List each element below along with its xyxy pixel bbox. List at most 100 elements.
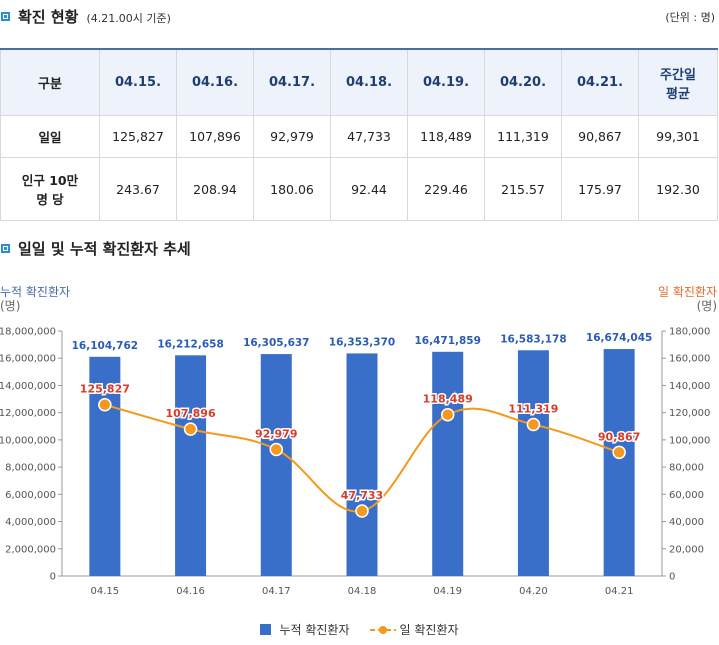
bar-value-label: 16,583,178 xyxy=(500,333,566,345)
header-cell: 구분 xyxy=(0,48,100,116)
header-cell: 04.17. xyxy=(253,48,331,116)
left-tick-label: 0 xyxy=(50,572,56,583)
daily-point xyxy=(355,504,369,518)
row-label-line: 명 당 xyxy=(36,192,64,207)
right-tick-label: 60,000 xyxy=(669,490,704,501)
section-header-status: 확진 현황 (4.21.00시 기준) xyxy=(0,6,171,27)
bar-value-label: 16,212,658 xyxy=(157,338,223,350)
table-cell: 180.06 xyxy=(253,157,331,221)
bar-cumulative xyxy=(517,350,549,576)
chart-legend: 누적 확진환자 일 확진환자 xyxy=(0,621,719,638)
row-label: 일일 xyxy=(0,115,100,158)
daily-value-label: 92,979 xyxy=(255,427,297,440)
table-row-per-100k: 인구 10만 명 당 243.67 208.94 180.06 92.44 22… xyxy=(0,157,718,221)
left-tick-label: 8,000,000 xyxy=(5,463,56,474)
daily-value-label: 90,867 xyxy=(598,430,640,443)
left-tick-label: 2,000,000 xyxy=(5,544,56,555)
x-tick-label: 04.21 xyxy=(605,586,634,597)
right-tick-label: 180,000 xyxy=(669,327,710,338)
table-header-row: 구분 04.15. 04.16. 04.17. 04.18. 04.19. 04… xyxy=(0,48,718,116)
table-cell: 243.67 xyxy=(99,157,177,221)
daily-point xyxy=(612,445,626,460)
x-tick-label: 04.16 xyxy=(176,586,205,597)
table-row-daily: 일일 125,827 107,896 92,979 47,733 118,489… xyxy=(0,115,718,158)
legend-label: 일 확진환자 xyxy=(399,623,459,637)
daily-value-label: 111,319 xyxy=(508,402,558,415)
left-axis-title: 누적 확진환자 (명) xyxy=(0,285,70,313)
header-line: 평균 xyxy=(666,86,690,102)
left-tick-label: 14,000,000 xyxy=(0,381,56,392)
section-title: 일일 및 누적 확진환자 추세 xyxy=(18,240,191,258)
daily-value-label: 107,896 xyxy=(166,407,216,420)
right-axis-unit: (명) xyxy=(696,299,717,313)
table-cell: 90,867 xyxy=(561,115,639,158)
bar-cumulative xyxy=(346,353,378,576)
header-cell: 04.21. xyxy=(561,48,639,116)
left-axis-title-text: 누적 확진환자 xyxy=(0,285,71,299)
right-axis-title-text: 일 확진환자 xyxy=(657,285,717,299)
table-cell: 92,979 xyxy=(253,115,331,158)
square-bullet-icon xyxy=(1,244,10,253)
table-cell: 107,896 xyxy=(176,115,254,158)
left-tick-label: 18,000,000 xyxy=(0,327,56,338)
daily-value-label: 47,733 xyxy=(341,489,383,502)
right-axis-title: 일 확진환자 (명) xyxy=(658,285,717,313)
right-tick-label: 140,000 xyxy=(669,381,710,392)
table-cell: 215.57 xyxy=(484,157,562,221)
daily-value-label: 125,827 xyxy=(80,383,130,396)
square-bullet-icon xyxy=(1,12,10,21)
table-cell: 99,301 xyxy=(638,115,718,158)
header-cell: 04.19. xyxy=(407,48,485,116)
table-cell: 125,827 xyxy=(99,115,177,158)
x-tick-label: 04.15 xyxy=(91,586,120,597)
x-tick-label: 04.19 xyxy=(433,586,462,597)
status-table: 구분 04.15. 04.16. 04.17. 04.18. 04.19. 04… xyxy=(0,48,718,221)
bar-cumulative xyxy=(89,356,121,576)
daily-point xyxy=(183,422,198,436)
bar-value-label: 16,305,637 xyxy=(243,337,309,349)
section-subtitle: (4.21.00시 기준) xyxy=(86,12,171,25)
section-title: 확진 현황 xyxy=(18,8,79,26)
bar-value-label: 16,674,045 xyxy=(586,332,652,344)
table-cell: 111,319 xyxy=(484,115,562,158)
header-cell: 04.18. xyxy=(330,48,408,116)
table-cell: 92.44 xyxy=(330,157,408,221)
left-tick-label: 16,000,000 xyxy=(0,354,56,365)
bar-cumulative xyxy=(432,351,464,576)
daily-value-label: 118,489 xyxy=(423,393,473,406)
table-cell: 208.94 xyxy=(176,157,254,221)
row-label: 인구 10만 명 당 xyxy=(0,157,100,221)
bar-value-label: 16,471,859 xyxy=(414,335,480,347)
table-cell: 118,489 xyxy=(407,115,485,158)
right-tick-label: 160,000 xyxy=(669,354,710,365)
bar-value-label: 16,353,370 xyxy=(329,336,395,348)
right-tick-label: 80,000 xyxy=(669,463,704,474)
x-tick-label: 04.20 xyxy=(519,586,548,597)
right-tick-label: 20,000 xyxy=(669,544,704,555)
section-header-trend: 일일 및 누적 확진환자 추세 xyxy=(0,238,191,259)
table-cell: 175.97 xyxy=(561,157,639,221)
right-tick-label: 0 xyxy=(669,572,675,583)
bar-cumulative xyxy=(260,354,292,576)
legend-line-swatch xyxy=(369,625,396,634)
legend-item-daily: 일 확진환자 xyxy=(369,621,459,638)
trend-chart: 0 2,000,000 4,000,000 6,000,000 8,000,000 10,… xyxy=(0,327,710,598)
right-tick-label: 100,000 xyxy=(669,435,710,446)
row-label-line: 인구 10만 xyxy=(21,173,79,188)
table-cell: 192.30 xyxy=(638,157,718,221)
left-axis-unit: (명) xyxy=(0,299,21,313)
bar-value-label: 16,104,762 xyxy=(72,340,138,352)
bar-cumulative xyxy=(603,349,635,576)
daily-point xyxy=(526,417,541,432)
bar-cumulative xyxy=(175,355,207,576)
x-tick-label: 04.17 xyxy=(262,586,291,597)
header-cell-weekly-avg: 주간일 평균 xyxy=(638,48,718,116)
left-tick-label: 10,000,000 xyxy=(0,435,56,446)
table-cell: 47,733 xyxy=(330,115,408,158)
right-tick-label: 40,000 xyxy=(669,517,704,528)
header-line: 주간일 xyxy=(660,67,696,83)
daily-point xyxy=(98,397,112,412)
daily-point xyxy=(440,407,455,422)
table-cell: 229.46 xyxy=(407,157,485,221)
right-tick-label: 120,000 xyxy=(669,408,710,419)
